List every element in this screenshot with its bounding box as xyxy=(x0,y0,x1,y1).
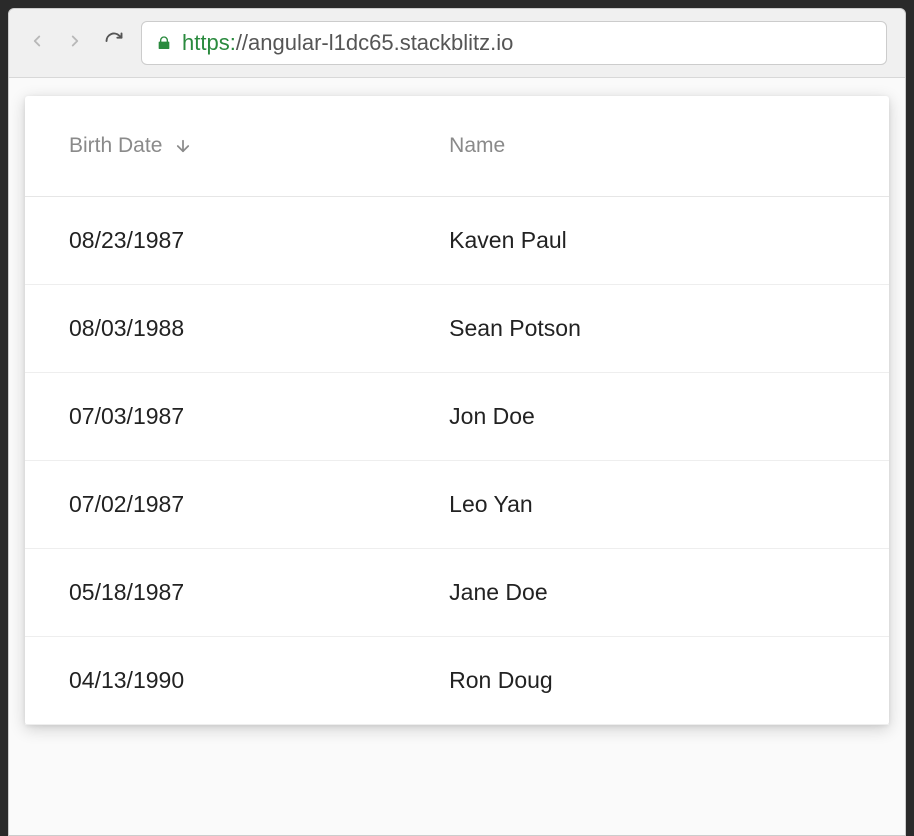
table-body: 08/23/1987 Kaven Paul 08/03/1988 Sean Po… xyxy=(25,197,889,725)
browser-chrome: https://angular-l1dc65.stackblitz.io Bir… xyxy=(8,8,906,836)
table-row[interactable]: 04/13/1990 Ron Doug xyxy=(25,637,889,725)
column-header-birth-date[interactable]: Birth Date xyxy=(25,96,405,197)
back-button[interactable] xyxy=(27,33,47,53)
cell-birth-date: 08/23/1987 xyxy=(25,197,405,285)
column-label: Birth Date xyxy=(69,134,162,158)
cell-birth-date: 04/13/1990 xyxy=(25,637,405,725)
table-row[interactable]: 07/03/1987 Jon Doe xyxy=(25,373,889,461)
cell-name: Ron Doug xyxy=(405,637,889,725)
table-row[interactable]: 08/03/1988 Sean Potson xyxy=(25,285,889,373)
table-header-row: Birth Date Name xyxy=(25,96,889,197)
table-row[interactable]: 08/23/1987 Kaven Paul xyxy=(25,197,889,285)
cell-birth-date: 05/18/1987 xyxy=(25,549,405,637)
arrow-left-icon xyxy=(28,32,46,55)
browser-frame: https://angular-l1dc65.stackblitz.io Bir… xyxy=(0,0,914,836)
cell-name: Jon Doe xyxy=(405,373,889,461)
cell-birth-date: 08/03/1988 xyxy=(25,285,405,373)
reload-button[interactable] xyxy=(103,32,125,54)
table-row[interactable]: 07/02/1987 Leo Yan xyxy=(25,461,889,549)
arrow-right-icon xyxy=(66,32,84,55)
cell-name: Leo Yan xyxy=(405,461,889,549)
cell-name: Kaven Paul xyxy=(405,197,889,285)
column-label: Name xyxy=(449,134,505,158)
url-text: https://angular-l1dc65.stackblitz.io xyxy=(182,30,513,56)
reload-icon xyxy=(104,31,124,56)
cell-name: Sean Potson xyxy=(405,285,889,373)
browser-toolbar: https://angular-l1dc65.stackblitz.io xyxy=(9,9,905,78)
data-table: Birth Date Name xyxy=(25,96,889,725)
table-row[interactable]: 05/18/1987 Jane Doe xyxy=(25,549,889,637)
url-rest: //angular-l1dc65.stackblitz.io xyxy=(236,30,514,55)
nav-arrows xyxy=(27,33,85,53)
cell-birth-date: 07/02/1987 xyxy=(25,461,405,549)
url-scheme: https: xyxy=(182,30,236,55)
address-bar[interactable]: https://angular-l1dc65.stackblitz.io xyxy=(141,21,887,65)
cell-birth-date: 07/03/1987 xyxy=(25,373,405,461)
forward-button[interactable] xyxy=(65,33,85,53)
cell-name: Jane Doe xyxy=(405,549,889,637)
lock-icon xyxy=(156,34,172,52)
page-viewport: Birth Date Name xyxy=(9,78,905,835)
arrow-down-icon xyxy=(174,137,192,155)
column-header-name[interactable]: Name xyxy=(405,96,889,197)
data-card: Birth Date Name xyxy=(25,96,889,725)
